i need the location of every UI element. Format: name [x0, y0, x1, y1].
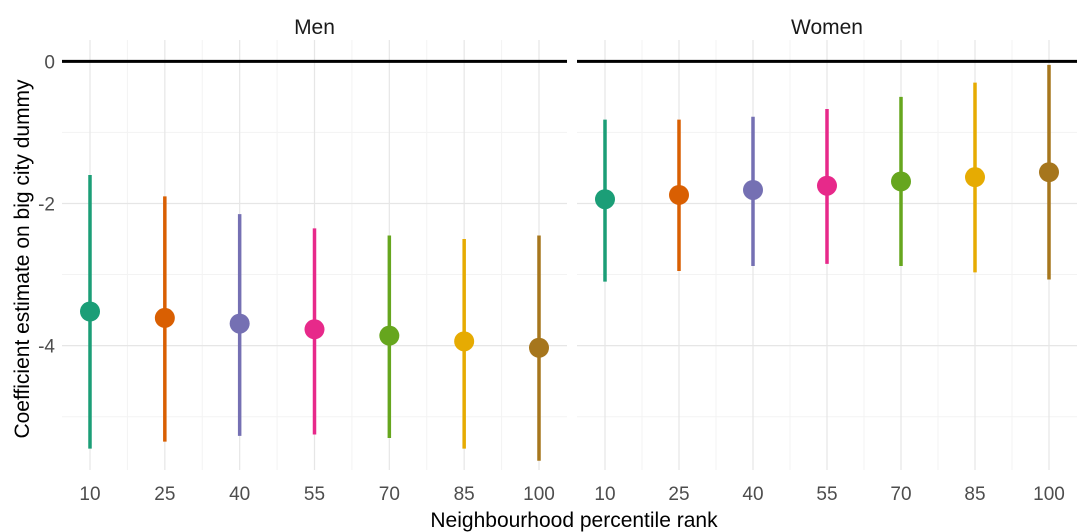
x-tick-label: 85 [454, 484, 475, 505]
point-estimate [229, 313, 250, 334]
point-estimate [743, 179, 763, 200]
point-estimate [595, 189, 615, 210]
y-axis-title: Coefficient estimate on big city dummy [11, 79, 34, 439]
point-estimate [817, 175, 837, 196]
point-estimate [154, 307, 175, 328]
x-tick-label: 55 [816, 484, 837, 505]
y-tick-label: -4 [38, 337, 55, 358]
x-tick-label: 55 [304, 484, 325, 505]
x-tick-label: 100 [1033, 484, 1065, 505]
point-estimate [669, 184, 689, 205]
y-tick-label: -2 [38, 194, 55, 215]
x-tick-label: 40 [742, 484, 763, 505]
x-tick-label: 25 [668, 484, 689, 505]
x-tick-label: 10 [79, 484, 100, 505]
facet-panels: Men 10 25 40 55 70 85 100 Women 10 25 40 55 70 85 100 [62, 16, 1077, 505]
facet-panel-men: Men 10 25 40 55 70 85 100 [62, 16, 567, 505]
x-tick-label: 70 [379, 484, 400, 505]
point-estimate [379, 325, 400, 346]
x-tick-label: 40 [229, 484, 250, 505]
y-axis-tick-labels: 0 -2 -4 [38, 52, 55, 357]
point-estimate [529, 337, 549, 358]
x-tick-label: 100 [523, 484, 555, 505]
facet-label: Men [294, 16, 335, 39]
x-tick-label: 10 [594, 484, 615, 505]
point-estimate [80, 301, 100, 322]
x-tick-label: 70 [890, 484, 911, 505]
facet-panel-women: Women 10 25 40 55 70 85 100 [577, 16, 1077, 505]
point-estimate [304, 319, 325, 340]
point-estimate [1039, 162, 1059, 183]
x-tick-label: 25 [154, 484, 175, 505]
x-tick-label: 85 [964, 484, 985, 505]
facet-label: Women [791, 16, 863, 39]
point-estimate [454, 331, 475, 352]
y-tick-label: 0 [44, 52, 55, 73]
point-estimate [891, 171, 911, 192]
point-estimate [965, 167, 985, 188]
x-axis-title: Neighbourhood percentile rank [430, 509, 718, 532]
